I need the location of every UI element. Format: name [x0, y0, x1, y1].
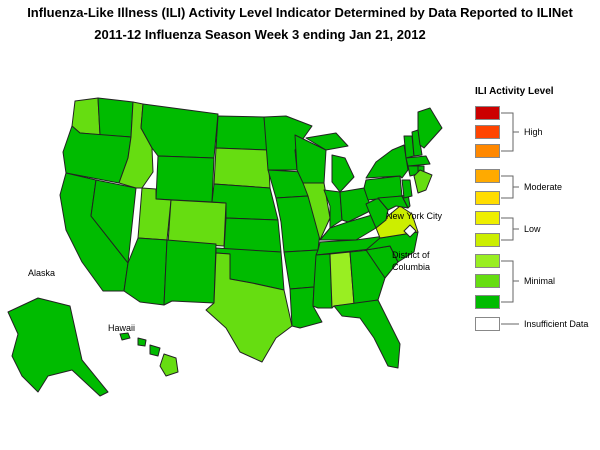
hawaii-label: Hawaii — [108, 323, 135, 333]
map-title: Influenza-Like Illness (ILI) Activity Le… — [27, 5, 573, 20]
state-in[interactable] — [323, 189, 343, 229]
nyc-inset[interactable] — [413, 169, 433, 194]
state-hi-islands[interactable] — [119, 332, 131, 341]
state-nd[interactable] — [215, 115, 269, 151]
map-subtitle: 2011-12 Influenza Season Week 3 ending J… — [94, 27, 426, 42]
state-pa[interactable] — [363, 175, 403, 201]
legend-swatch-level-8 — [475, 144, 500, 158]
legend-swatch-level-10 — [475, 106, 500, 120]
state-ar[interactable] — [283, 249, 319, 290]
state-me[interactable] — [417, 107, 443, 149]
legend: ILI Activity Level High Moderate Low Min… — [468, 86, 593, 336]
state-il[interactable] — [302, 182, 331, 241]
state-oh[interactable] — [339, 187, 373, 223]
legend-group-high: High — [524, 127, 543, 137]
legend-group-low: Low — [524, 224, 541, 234]
state-sd[interactable] — [213, 147, 271, 189]
state-mi-up[interactable] — [305, 132, 349, 151]
legend-group-insufficient: Insufficient Data — [524, 319, 589, 329]
legend-swatch-level-0 — [475, 317, 500, 331]
legend-title: ILI Activity Level — [475, 86, 554, 97]
legend-swatch-level-4 — [475, 233, 500, 247]
state-nm[interactable] — [163, 239, 217, 306]
dc-marker[interactable] — [403, 224, 417, 238]
state-ma[interactable] — [405, 155, 431, 167]
state-nh[interactable] — [411, 129, 423, 157]
alaska-label: Alaska — [28, 268, 55, 278]
state-wa[interactable] — [97, 97, 134, 138]
legend-swatch-level-7 — [475, 169, 500, 183]
state-mi[interactable] — [331, 154, 355, 193]
state-wy[interactable] — [155, 155, 215, 203]
legend-swatch-level-5 — [475, 211, 500, 225]
state-co[interactable] — [167, 199, 227, 247]
legend-group-minimal: Minimal — [524, 276, 556, 286]
state-md[interactable] — [377, 195, 409, 211]
nyc-label: New York City — [386, 211, 443, 221]
state-ks[interactable] — [223, 217, 282, 253]
state-ny[interactable] — [365, 144, 409, 179]
state-ms[interactable] — [312, 253, 333, 309]
legend-group-moderate: Moderate — [524, 182, 563, 192]
legend-swatch-level-1 — [475, 295, 500, 309]
state-hi-islands-2[interactable] — [137, 337, 147, 347]
state-hi-islands-3[interactable] — [149, 344, 161, 357]
state-hi[interactable] — [159, 353, 179, 377]
legend-swatch-level-3 — [475, 254, 500, 268]
nyc-leader-line — [403, 199, 409, 209]
state-fl[interactable] — [333, 299, 401, 369]
legend-swatch-level-6 — [475, 191, 500, 205]
state-ak[interactable] — [7, 297, 109, 397]
dc-label-line1: District of — [392, 250, 430, 260]
state-az[interactable] — [123, 237, 168, 306]
legend-swatch-level-9 — [475, 125, 500, 139]
state-tx[interactable] — [205, 252, 293, 363]
state-nj[interactable] — [401, 179, 413, 199]
legend-swatch-level-2 — [475, 274, 500, 288]
legend-brackets — [501, 112, 519, 325]
dc-label-line2: Columbia — [392, 262, 430, 272]
